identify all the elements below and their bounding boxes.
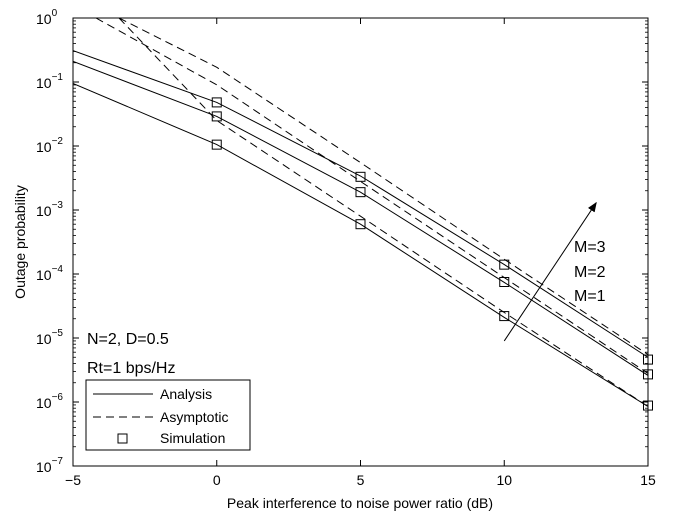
simulation-point-M3 (643, 354, 653, 365)
legend: Analysis Asymptotic Simulation (85, 379, 251, 451)
simulation-point-M1 (355, 219, 366, 230)
legend-asymptotic-label: Asymptotic (160, 409, 228, 425)
x-tick-label: 15 (640, 472, 656, 488)
x-tick-label: 10 (496, 472, 512, 488)
legend-analysis-label: Analysis (160, 386, 212, 402)
arrow-label-m1: M=1 (574, 288, 606, 305)
legend-simulation-swatch (117, 433, 128, 444)
asymptotic-line-M3 (118, 18, 648, 356)
simulation-markers (211, 97, 653, 411)
y-axis-label: Outage probability (12, 185, 28, 299)
y-tick-label: 10−6 (36, 392, 63, 411)
analysis-line-M1 (73, 82, 648, 407)
annotation-params-line2: Rt=1 bps/Hz (87, 360, 175, 377)
asymptotic-line-M1 (118, 18, 648, 407)
annotation-params-line1: N=2, D=0.5 (87, 331, 169, 348)
y-tick-label: 100 (36, 8, 58, 27)
simulation-point-M3 (211, 97, 222, 108)
analysis-line-M3 (73, 50, 648, 358)
simulation-point-M3 (499, 259, 510, 270)
simulation-point-M1 (499, 311, 510, 322)
x-tick-label: 5 (357, 472, 365, 488)
arrow-label-m3: M=3 (574, 239, 606, 256)
legend-box (85, 379, 251, 451)
asymptotic-line-M2 (95, 18, 648, 374)
analysis-line-M2 (73, 60, 648, 376)
simulation-point-M2 (499, 276, 510, 287)
y-tick-label: 10−7 (36, 456, 63, 475)
y-tick-label: 10−2 (36, 136, 63, 155)
x-tick-label: −5 (65, 472, 81, 488)
simulation-point-M1 (211, 139, 222, 150)
axis-ticks: −5 0 5 10 15 10−7 10−6 10−5 10−4 10−3 10−2 10−1 100 (36, 8, 656, 488)
simulation-point-M3 (355, 171, 366, 182)
simulation-point-M2 (211, 111, 222, 122)
x-axis-label: Peak interference to noise power ratio (… (227, 495, 493, 511)
y-tick-label: 10−3 (36, 200, 63, 219)
simulation-point-M1 (643, 400, 653, 411)
y-tick-label: 10−1 (36, 72, 63, 91)
x-tick-label: 0 (213, 472, 221, 488)
y-tick-label: 10−4 (36, 264, 63, 283)
simulation-point-M2 (355, 187, 366, 198)
data-series (73, 18, 648, 407)
legend-simulation-label: Simulation (160, 430, 225, 446)
increasing-m-arrow (503, 201, 597, 342)
y-tick-label: 10−5 (36, 328, 63, 347)
arrow-label-m2: M=2 (574, 264, 606, 281)
simulation-point-M2 (643, 369, 653, 380)
